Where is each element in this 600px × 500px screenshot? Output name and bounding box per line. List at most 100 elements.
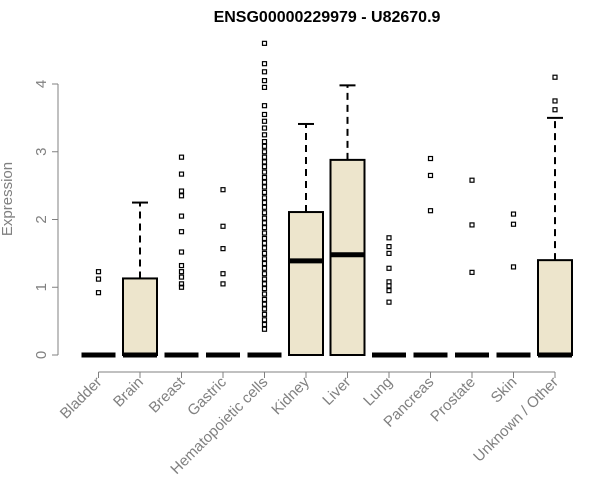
outlier-point — [220, 281, 226, 287]
outlier-point — [178, 281, 185, 287]
outlier-point — [386, 265, 392, 271]
x-tick-label: Brain — [110, 374, 147, 411]
outlier-point — [427, 172, 434, 179]
outlier-point — [178, 193, 185, 199]
outlier-point — [469, 177, 475, 183]
x-tick-label: Kidney — [268, 373, 313, 418]
y-tick-label: 3 — [33, 148, 50, 156]
box — [122, 277, 158, 357]
outlier-point — [261, 154, 268, 160]
outlier-point — [386, 279, 392, 285]
outlier-point — [427, 155, 434, 162]
outlier-point — [220, 187, 226, 193]
x-tick-label: Breast — [146, 373, 189, 416]
outlier-point — [261, 195, 268, 201]
outlier-point — [510, 211, 517, 217]
y-tick-label: 1 — [33, 283, 50, 291]
outlier-point — [261, 174, 268, 181]
chart-title: ENSG00000229979 - U82670.9 — [214, 9, 441, 26]
outlier-point — [261, 286, 268, 292]
outlier-point — [386, 299, 392, 305]
outlier-point — [261, 184, 268, 190]
outlier-point — [178, 213, 185, 219]
outlier-point — [261, 317, 268, 323]
outlier-point — [261, 210, 268, 216]
outlier-point — [261, 159, 268, 165]
outlier-point — [261, 245, 268, 251]
box — [288, 211, 324, 356]
outlier-point — [386, 283, 392, 289]
outlier-point — [261, 169, 268, 175]
outlier-point — [261, 281, 268, 287]
outlier-point — [261, 215, 268, 221]
outlier-point — [261, 78, 268, 84]
x-tick-label: Skin — [488, 374, 521, 407]
outlier-point — [261, 250, 268, 256]
outlier-point — [95, 290, 102, 296]
outlier-point — [261, 296, 268, 303]
box — [537, 259, 573, 356]
outlier-point — [261, 204, 268, 210]
outlier-point — [95, 276, 102, 282]
outlier-point — [261, 199, 268, 206]
x-tick-label: Prostate — [427, 374, 479, 426]
outlier-point — [261, 326, 268, 332]
outlier-point — [261, 291, 268, 297]
outlier-point — [261, 306, 268, 312]
outlier-point — [261, 189, 268, 195]
outlier-point — [178, 274, 185, 280]
outlier-point — [386, 235, 392, 241]
outlier-point — [178, 188, 185, 194]
outlier-point — [220, 246, 226, 252]
outlier-point — [178, 269, 185, 275]
outlier-point — [261, 179, 268, 185]
outlier-point — [178, 262, 185, 269]
outlier-point — [261, 143, 268, 149]
outlier-point — [552, 98, 558, 104]
outlier-point — [178, 171, 185, 177]
outlier-point — [220, 271, 226, 277]
outlier-point — [261, 220, 268, 226]
outlier-point — [510, 221, 517, 227]
outlier-point — [178, 229, 185, 235]
outlier-point — [178, 154, 185, 160]
outlier-point — [510, 264, 517, 270]
outlier-point — [261, 118, 268, 124]
outlier-point — [261, 138, 268, 145]
outlier-point — [261, 276, 268, 282]
x-tick-label: Lung — [360, 374, 396, 410]
outlier-point — [261, 240, 268, 246]
y-tick-label: 0 — [33, 351, 50, 359]
outlier-point — [261, 271, 268, 277]
outlier-point — [261, 84, 268, 90]
outlier-point — [469, 269, 475, 275]
outlier-point — [261, 260, 268, 267]
outlier-point — [261, 301, 268, 307]
outlier-point — [220, 223, 226, 229]
outlier-point — [261, 164, 268, 170]
outlier-point — [261, 132, 268, 138]
outlier-point — [261, 311, 268, 317]
outlier-point — [552, 74, 558, 80]
x-tick-label: Bladder — [57, 374, 106, 423]
y-tick-label: 2 — [33, 215, 50, 223]
outlier-point — [261, 235, 268, 242]
outlier-point — [386, 288, 392, 294]
outlier-point — [469, 222, 475, 228]
outlier-point — [261, 230, 268, 236]
outlier-point — [552, 107, 558, 113]
outlier-point — [427, 208, 434, 214]
outlier-point — [95, 269, 102, 275]
outlier-point — [261, 61, 268, 67]
x-tick-label: Liver — [319, 374, 354, 409]
outlier-point — [261, 111, 268, 118]
outlier-point — [261, 265, 268, 271]
outlier-point — [261, 40, 268, 46]
y-tick-label: 4 — [33, 80, 50, 88]
outlier-point — [386, 250, 392, 256]
outlier-point — [261, 69, 268, 75]
y-axis-label: Expression — [0, 162, 16, 236]
outlier-point — [261, 225, 268, 231]
